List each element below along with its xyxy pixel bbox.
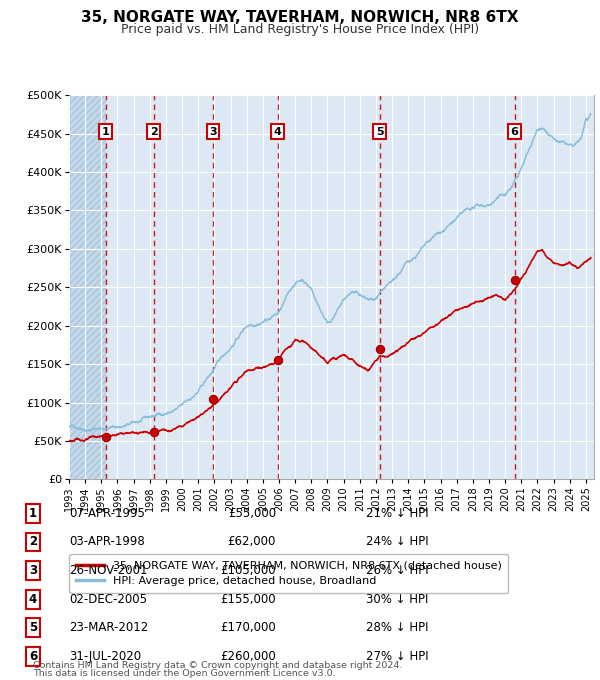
Text: 27% ↓ HPI: 27% ↓ HPI bbox=[366, 649, 428, 663]
Text: 5: 5 bbox=[29, 621, 37, 634]
Text: £155,000: £155,000 bbox=[220, 592, 276, 606]
Text: 2: 2 bbox=[150, 126, 158, 137]
Text: 6: 6 bbox=[511, 126, 518, 137]
Text: 35, NORGATE WAY, TAVERHAM, NORWICH, NR8 6TX: 35, NORGATE WAY, TAVERHAM, NORWICH, NR8 … bbox=[81, 10, 519, 25]
Text: 31-JUL-2020: 31-JUL-2020 bbox=[69, 649, 141, 663]
Text: £55,000: £55,000 bbox=[228, 507, 276, 520]
Text: 4: 4 bbox=[274, 126, 281, 137]
Text: 3: 3 bbox=[29, 564, 37, 577]
Text: Price paid vs. HM Land Registry's House Price Index (HPI): Price paid vs. HM Land Registry's House … bbox=[121, 23, 479, 37]
Text: £170,000: £170,000 bbox=[220, 621, 276, 634]
Text: 26-NOV-2001: 26-NOV-2001 bbox=[69, 564, 148, 577]
Text: 28% ↓ HPI: 28% ↓ HPI bbox=[366, 621, 428, 634]
Text: 24% ↓ HPI: 24% ↓ HPI bbox=[366, 535, 428, 549]
Text: £105,000: £105,000 bbox=[220, 564, 276, 577]
Text: 2: 2 bbox=[29, 535, 37, 549]
Text: 4: 4 bbox=[29, 592, 37, 606]
Text: 07-APR-1995: 07-APR-1995 bbox=[69, 507, 145, 520]
Text: Contains HM Land Registry data © Crown copyright and database right 2024.: Contains HM Land Registry data © Crown c… bbox=[33, 660, 403, 670]
Text: 3: 3 bbox=[209, 126, 217, 137]
Text: 1: 1 bbox=[29, 507, 37, 520]
Text: 5: 5 bbox=[376, 126, 383, 137]
Text: 03-APR-1998: 03-APR-1998 bbox=[69, 535, 145, 549]
Text: £62,000: £62,000 bbox=[227, 535, 276, 549]
Text: 30% ↓ HPI: 30% ↓ HPI bbox=[366, 592, 428, 606]
Text: £260,000: £260,000 bbox=[220, 649, 276, 663]
Text: 26% ↓ HPI: 26% ↓ HPI bbox=[366, 564, 428, 577]
Bar bbox=[69, 95, 106, 479]
Text: 1: 1 bbox=[102, 126, 110, 137]
Text: 23-MAR-2012: 23-MAR-2012 bbox=[69, 621, 148, 634]
Text: 02-DEC-2005: 02-DEC-2005 bbox=[69, 592, 147, 606]
Text: This data is licensed under the Open Government Licence v3.0.: This data is licensed under the Open Gov… bbox=[33, 668, 335, 678]
Text: 21% ↓ HPI: 21% ↓ HPI bbox=[366, 507, 428, 520]
Legend: 35, NORGATE WAY, TAVERHAM, NORWICH, NR8 6TX (detached house), HPI: Average price: 35, NORGATE WAY, TAVERHAM, NORWICH, NR8 … bbox=[70, 554, 508, 593]
Text: 6: 6 bbox=[29, 649, 37, 663]
